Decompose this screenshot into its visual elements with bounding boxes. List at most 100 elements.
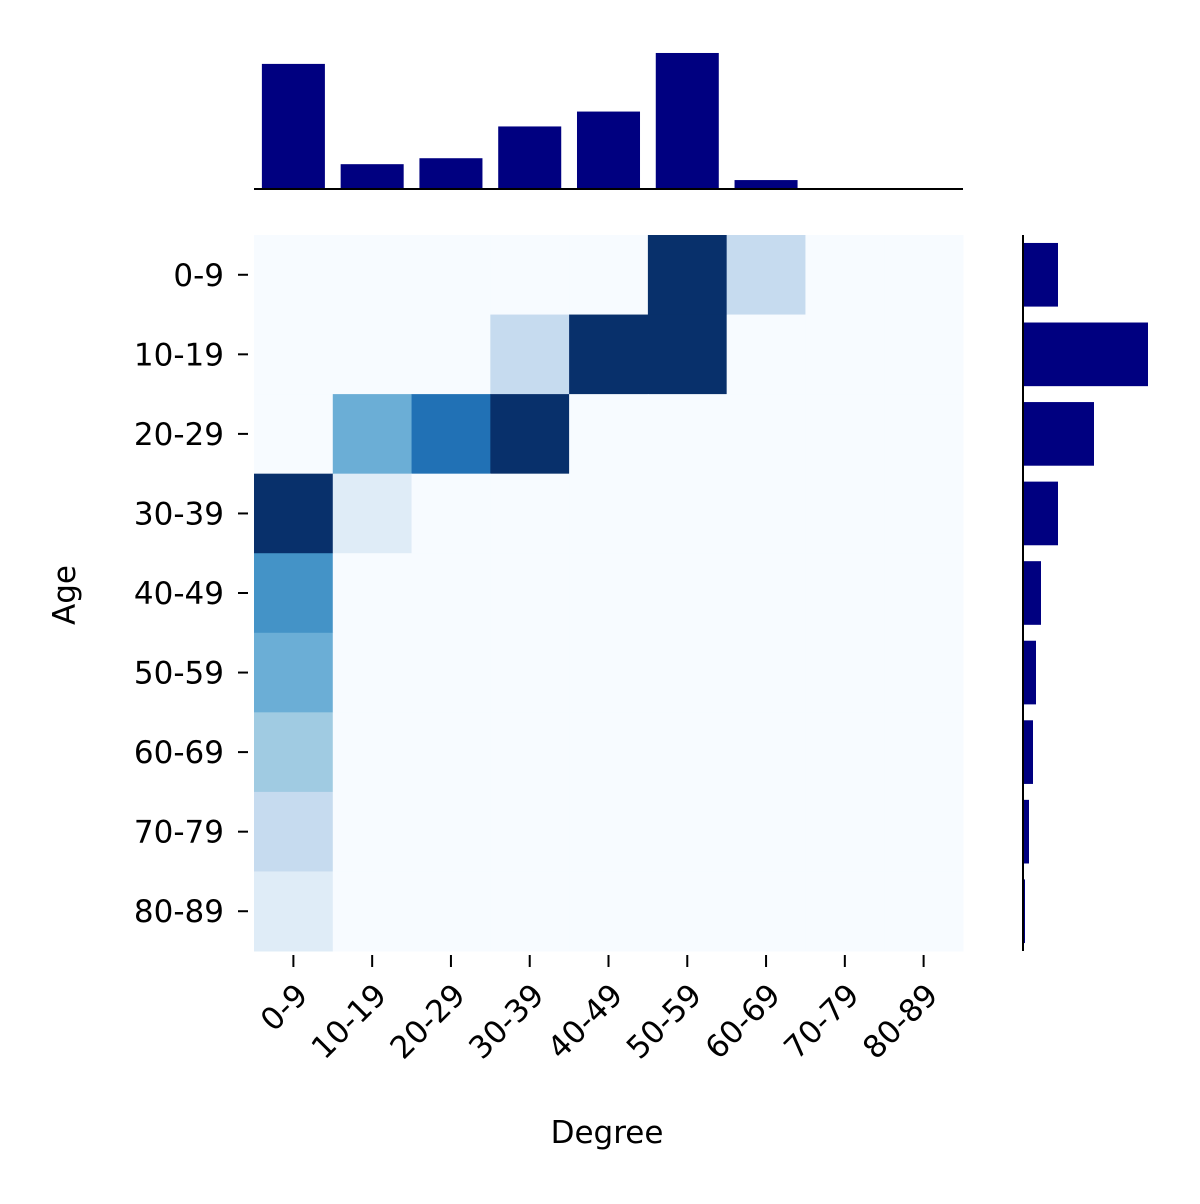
heatmap-cell [647, 553, 728, 634]
bar [1023, 242, 1058, 307]
heatmap-cell [805, 314, 885, 395]
bar [1023, 561, 1041, 625]
heatmap-cell [726, 473, 806, 554]
heatmap-cell [647, 791, 728, 872]
heatmap-cell [647, 871, 728, 952]
y-tick-label: 30-39 [134, 496, 224, 532]
heatmap-cell [254, 712, 334, 793]
x-tick-label: 80-89 [856, 977, 945, 1066]
heatmap-cell [884, 314, 964, 395]
heatmap-cell [647, 473, 728, 554]
heatmap-cell [726, 871, 806, 952]
heatmap-cell [884, 712, 964, 793]
heatmap-cell [490, 394, 570, 475]
bar [1023, 799, 1029, 864]
heatmap-cell [490, 791, 570, 872]
heatmap-cell [726, 235, 806, 316]
heatmap-cell [569, 791, 649, 872]
heatmap-cell [490, 871, 570, 952]
heatmap-cell [411, 473, 491, 554]
bar [1023, 322, 1148, 387]
heatmap-cell [254, 632, 334, 713]
heatmap-cell [569, 314, 649, 395]
heatmap-cell [805, 394, 885, 475]
y-tick-label: 40-49 [134, 576, 224, 612]
y-tick-label: 60-69 [134, 735, 224, 771]
heatmap-cell [884, 632, 964, 713]
y-tick-label: 0-9 [173, 258, 224, 294]
heatmap-cell [490, 553, 570, 634]
bar [576, 111, 641, 189]
bar [734, 180, 798, 189]
heatmap-cell [490, 473, 570, 554]
bar [498, 126, 562, 189]
heatmap-cell [805, 632, 885, 713]
heatmap-cell [726, 632, 806, 713]
heatmap-cell [332, 553, 413, 634]
heatmap-cell [805, 791, 885, 872]
heatmap-cell [726, 394, 806, 475]
heatmap-cell [254, 235, 334, 316]
heatmap-cell [490, 314, 570, 395]
y-tick-label: 70-79 [134, 815, 224, 851]
heatmap-cell [805, 712, 885, 793]
heatmap-cell [411, 871, 491, 952]
heatmap-cell [490, 632, 570, 713]
heatmap-cell [411, 235, 491, 316]
heatmap-cell [254, 314, 334, 395]
heatmap-cell [884, 871, 964, 952]
y-tick-label: 20-29 [134, 417, 224, 453]
y-axis-label: Age [47, 565, 83, 625]
x-tick-label: 50-59 [620, 977, 709, 1066]
heatmap-cell [805, 553, 885, 634]
x-tick-label: 10-19 [305, 977, 394, 1066]
bar [1023, 402, 1094, 466]
heatmap-cell [332, 871, 413, 952]
heatmap-cell [411, 632, 491, 713]
heatmap-cell [884, 791, 964, 872]
y-tick-label: 50-59 [134, 656, 224, 692]
y-tick-label: 10-19 [134, 337, 224, 373]
heatmap-cell [647, 394, 728, 475]
heatmap-cell [411, 314, 491, 395]
heatmap-cell [726, 791, 806, 872]
heatmap-cell [411, 712, 491, 793]
bar [655, 52, 719, 189]
heatmap-cell [332, 314, 413, 395]
bar [1023, 720, 1033, 784]
heatmap-cell [569, 473, 649, 554]
bar [1023, 640, 1036, 705]
heatmap-cell [884, 394, 964, 475]
heatmap-cell [569, 632, 649, 713]
bar [261, 63, 325, 189]
heatmap-cell [254, 394, 334, 475]
heatmap-cell [569, 553, 649, 634]
heatmap-cell [411, 791, 491, 872]
heatmap-cell [254, 791, 334, 872]
heatmap-cell [647, 632, 728, 713]
heatmap-cell [647, 235, 728, 316]
heatmap-cell [569, 871, 649, 952]
bar [340, 164, 404, 189]
heatmap-cell [647, 314, 728, 395]
heatmap-cell [332, 791, 413, 872]
heatmap-cell [805, 235, 885, 316]
heatmap-cell [332, 632, 413, 713]
heatmap-cell [332, 473, 413, 554]
heatmap-cell [332, 712, 413, 793]
heatmap-cell [490, 235, 570, 316]
heatmap-cell [884, 553, 964, 634]
bar [1023, 481, 1058, 546]
bar [419, 158, 483, 189]
heatmap-cell [411, 553, 491, 634]
heatmap-cell [647, 712, 728, 793]
heatmap-cell [254, 553, 334, 634]
x-tick-label: 20-29 [383, 977, 472, 1066]
heatmap-cell [884, 473, 964, 554]
heatmap-cell [569, 235, 649, 316]
x-tick-label: 30-39 [462, 977, 551, 1066]
heatmap-cell [726, 314, 806, 395]
heatmap-cell [569, 712, 649, 793]
heatmap-cell [411, 394, 491, 475]
